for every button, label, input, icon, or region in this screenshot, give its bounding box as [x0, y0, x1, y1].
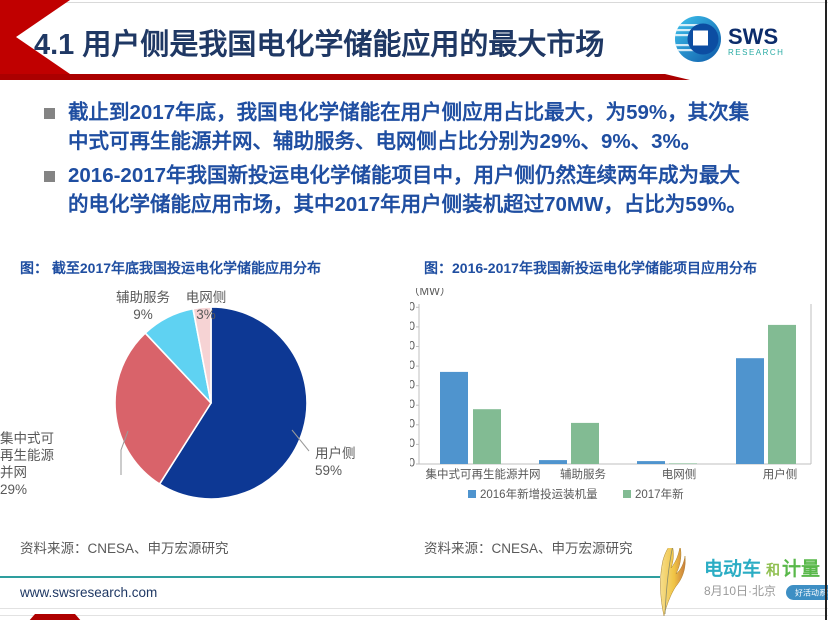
svg-text:用户侧: 用户侧	[315, 445, 356, 461]
svg-text:70: 70	[410, 321, 415, 333]
svg-text:RESEARCH: RESEARCH	[728, 48, 784, 57]
svg-text:10: 10	[410, 438, 415, 450]
svg-text:再生能源: 再生能源	[0, 448, 54, 463]
svg-text:计量: 计量	[782, 558, 820, 580]
svg-text:和: 和	[766, 562, 780, 578]
svg-text:50: 50	[410, 360, 415, 372]
svg-text:电网侧: 电网侧	[662, 468, 697, 481]
svg-text:2016年新增投运装机量: 2016年新增投运装机量	[480, 487, 598, 501]
svg-text:80: 80	[410, 302, 415, 314]
svg-text:2017年新: 2017年新	[635, 487, 684, 501]
svg-text:用户侧: 用户侧	[763, 467, 798, 481]
svg-text:40: 40	[410, 380, 415, 392]
svg-text:集中式可: 集中式可	[0, 431, 54, 446]
svg-text:并网: 并网	[0, 465, 27, 480]
svg-text:60: 60	[410, 341, 415, 353]
svg-text:20: 20	[410, 419, 415, 431]
svg-text:59%: 59%	[315, 463, 342, 478]
svg-text:0: 0	[410, 458, 415, 470]
svg-text:30: 30	[410, 399, 415, 411]
svg-text:8月10日·北京: 8月10日·北京	[704, 584, 776, 598]
svg-text:（MW）: （MW）	[410, 288, 451, 298]
svg-text:辅助服务: 辅助服务	[116, 290, 170, 305]
svg-text:29%: 29%	[0, 482, 27, 497]
svg-text:辅助服务: 辅助服务	[560, 467, 606, 481]
svg-text:3%: 3%	[196, 307, 216, 322]
svg-text:电动车: 电动车	[704, 557, 761, 580]
svg-text:电网侧: 电网侧	[186, 290, 227, 305]
svg-text:9%: 9%	[133, 307, 153, 322]
svg-text:好活动系列: 好活动系列	[795, 588, 828, 598]
svg-text:SWS: SWS	[728, 24, 778, 49]
svg-text:集中式可再生能源并网: 集中式可再生能源并网	[426, 467, 541, 481]
